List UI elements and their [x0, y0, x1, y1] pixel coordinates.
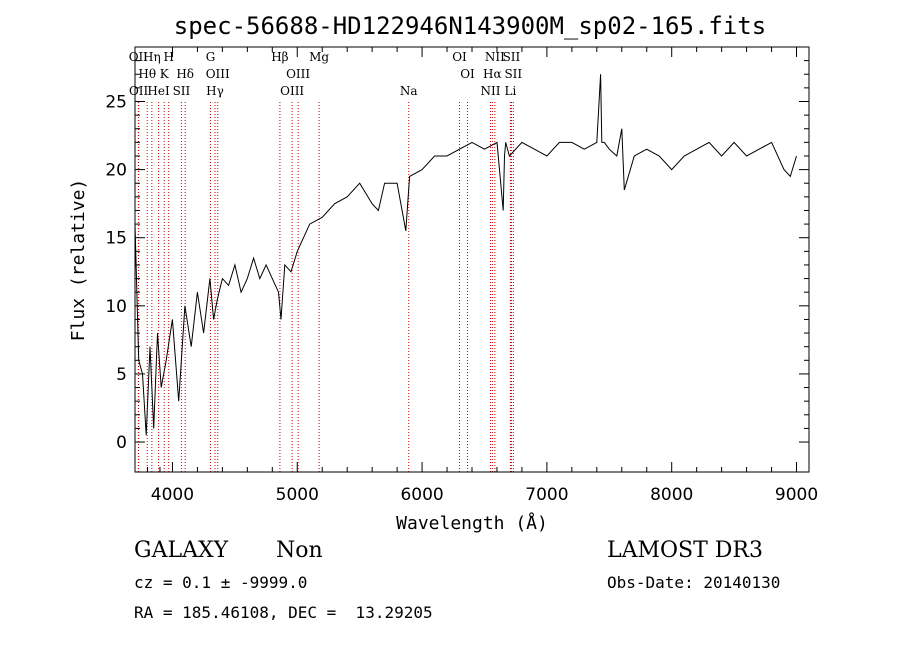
emission-line-label: K: [160, 67, 170, 81]
emission-line-label: Hα: [483, 67, 502, 81]
survey-name: LAMOST DR3: [607, 538, 763, 563]
emission-line-label: SII: [504, 67, 522, 81]
emission-line-markers: OIIOIIHηHθHKHeIHδSIIGOIIIHγHβOIIIOIIIMgN…: [129, 50, 522, 472]
emission-line-label: OIII: [280, 84, 304, 98]
y-tick-label: 0: [116, 433, 127, 453]
x-axis-label: Wavelength (Å): [396, 512, 548, 534]
emission-line-label: NII: [485, 50, 505, 64]
y-tick-label: 5: [116, 365, 127, 385]
emission-line-label: Hγ: [206, 84, 224, 98]
spectrum-line: [134, 74, 797, 436]
emission-line-label: HeI: [147, 84, 170, 98]
emission-line-label: Hβ: [271, 50, 288, 64]
x-axis: 4000 5000 6000 7000 8000 9000: [146, 47, 818, 505]
emission-line-label: SII: [503, 50, 521, 64]
emission-line-label: Hθ: [138, 67, 156, 81]
chart-title: spec-56688-HD122946N143900M_sp02-165.fit…: [174, 12, 766, 40]
plot-frame: [134, 46, 810, 473]
y-tick-label: 20: [105, 161, 127, 181]
x-tick-label: 7000: [525, 485, 568, 505]
emission-line-label: SII: [173, 84, 191, 98]
emission-line-label: G: [206, 50, 216, 64]
emission-line-label: OI: [452, 50, 467, 64]
x-tick-label: 9000: [775, 485, 818, 505]
emission-line-label: OIII: [206, 67, 230, 81]
emission-line-label: OII: [129, 50, 149, 64]
emission-line-label: H: [163, 50, 173, 64]
object-subclass: Non: [276, 538, 323, 563]
emission-line-label: OI: [460, 67, 475, 81]
y-tick-label: 25: [105, 92, 127, 112]
object-class: GALAXY: [134, 538, 229, 563]
x-tick-label: 8000: [650, 485, 693, 505]
spectrum-series: [134, 74, 797, 436]
y-axis: 0 5 10 15 20 25: [105, 60, 809, 453]
emission-line-label: Na: [400, 84, 418, 98]
y-axis-label: Flux (relative): [68, 179, 89, 342]
x-tick-label: 6000: [400, 485, 443, 505]
x-tick-label: 4000: [151, 485, 194, 505]
emission-line-label: Li: [505, 84, 517, 98]
ra-dec: RA = 185.46108, DEC = 13.29205: [134, 603, 433, 622]
emission-line-label: OII: [129, 84, 149, 98]
y-tick-label: 10: [105, 297, 127, 317]
observation-date: Obs-Date: 20140130: [607, 573, 781, 592]
y-tick-label: 15: [105, 229, 127, 249]
x-tick-label: 5000: [276, 485, 319, 505]
emission-line-label: Mg: [309, 50, 329, 64]
redshift-cz: cz = 0.1 ± -9999.0: [134, 573, 308, 592]
emission-line-label: OIII: [286, 67, 310, 81]
emission-line-label: Hδ: [176, 67, 194, 81]
emission-line-label: NII: [480, 84, 500, 98]
emission-line-label: Hη: [143, 50, 161, 64]
